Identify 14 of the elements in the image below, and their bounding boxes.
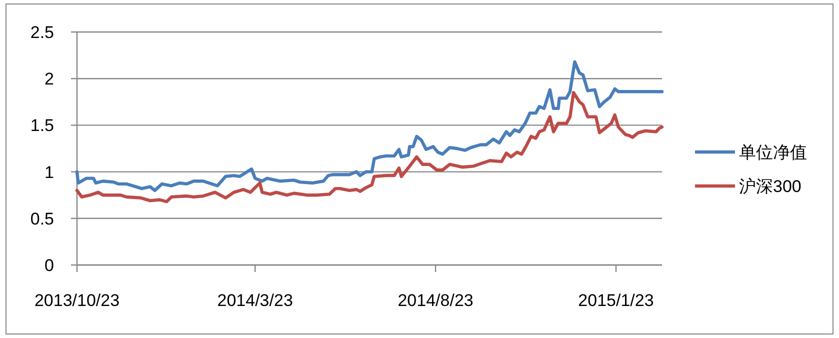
x-tick-label: 2014/8/23	[398, 291, 474, 310]
y-tick-label: 2	[44, 70, 54, 89]
y-tick-label: 0	[44, 256, 54, 275]
line-series	[75, 90, 664, 204]
y-tick-label: 1	[44, 162, 54, 182]
legend-label: 沪深300	[739, 176, 802, 196]
x-tick-label: 2013/10/23	[34, 291, 120, 310]
x-tick-label: 2014/3/23	[217, 291, 293, 310]
y-tick-label: 2.5	[30, 22, 54, 42]
legend-label: 单位净值	[739, 142, 807, 162]
y-tick-label: 1.5	[30, 116, 54, 136]
y-tick-label: 0.5	[30, 209, 54, 228]
x-tick-label: 2015/1/23	[578, 291, 654, 310]
line-series	[75, 60, 664, 192]
